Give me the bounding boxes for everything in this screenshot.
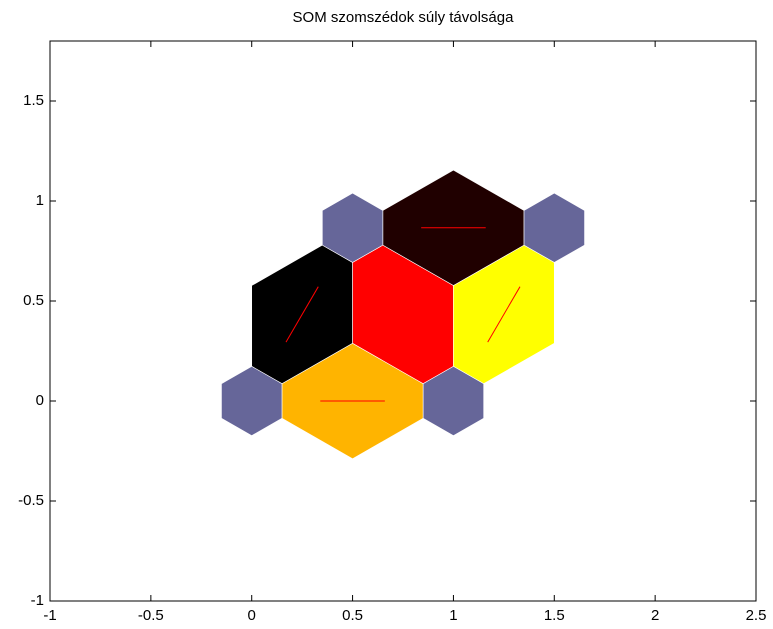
link-line — [386, 286, 420, 343]
y-tick-label: -1 — [31, 592, 44, 609]
plot-frame — [49, 40, 757, 602]
x-tick-label: -0.5 — [138, 607, 164, 624]
x-tick-label: 0 — [248, 607, 256, 624]
chart-title: SOM szomszédok súly távolsága — [293, 9, 515, 26]
y-tick-label: 0.5 — [23, 292, 44, 309]
neuron — [221, 366, 283, 436]
y-tick-label: 0 — [36, 392, 44, 409]
x-tick-label: 2 — [651, 607, 659, 624]
x-tick-label: 1.5 — [544, 607, 565, 624]
x-tick-label: -1 — [43, 607, 56, 624]
neuron — [422, 366, 484, 436]
x-tick-label: 0.5 — [342, 607, 363, 624]
x-tick-label: 1 — [449, 607, 457, 624]
y-tick-label: 1 — [36, 192, 44, 209]
x-tick-label: 2.5 — [746, 607, 767, 624]
neuron — [523, 192, 585, 263]
link-line — [285, 286, 319, 343]
link-line — [487, 286, 521, 343]
y-tick-label: -0.5 — [18, 492, 44, 509]
y-tick-label: 1.5 — [23, 92, 44, 109]
neuron — [322, 192, 384, 263]
